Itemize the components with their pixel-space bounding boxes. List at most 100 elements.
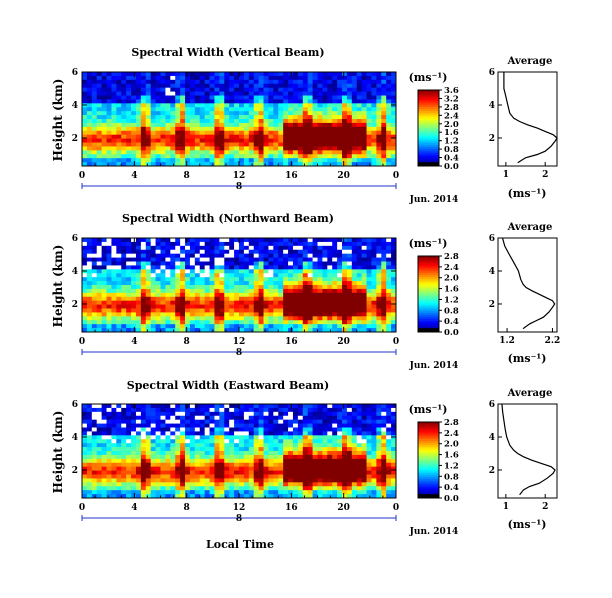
heatmap-cell <box>204 150 210 155</box>
heatmap-cell <box>224 79 230 85</box>
heatmap-cell <box>322 431 328 436</box>
heatmap-cell <box>337 466 343 471</box>
heatmap-cell <box>140 257 147 262</box>
heatmap-cell <box>288 447 294 452</box>
heatmap-cell <box>180 99 186 104</box>
heatmap-cell <box>91 324 98 329</box>
heatmap-cell <box>337 138 343 143</box>
heatmap-cell <box>194 281 201 286</box>
heatmap-cell <box>214 427 220 432</box>
heatmap-cell <box>258 486 264 491</box>
profile-y-tick-label: 4 <box>489 101 495 111</box>
heatmap-cell <box>307 431 313 436</box>
heatmap-cell <box>140 150 147 155</box>
heatmap-cell <box>194 130 201 136</box>
heatmap-cell <box>135 486 142 491</box>
heatmap-cell <box>268 72 274 77</box>
heatmap-cell <box>346 257 353 262</box>
heatmap-cell <box>288 261 294 266</box>
heatmap-cell <box>145 486 152 491</box>
heatmap-cell <box>106 304 112 309</box>
heatmap-cell <box>302 107 309 112</box>
heatmap-cell <box>263 257 269 262</box>
heatmap-cell <box>332 474 338 479</box>
heatmap-cell <box>302 443 309 448</box>
heatmap-cell <box>376 474 382 479</box>
heatmap-cell <box>209 415 215 421</box>
profile-line <box>503 72 558 164</box>
heatmap-cell <box>160 404 166 409</box>
heatmap-cell <box>135 91 142 96</box>
heatmap-cell <box>371 292 377 298</box>
heatmap-cell <box>180 245 186 251</box>
heatmap-cell <box>209 328 215 333</box>
heatmap-cell <box>243 249 250 255</box>
heatmap-cell <box>82 245 88 251</box>
heatmap-cell <box>346 304 353 309</box>
heatmap-cell <box>258 261 264 266</box>
heatmap-cell <box>185 158 191 163</box>
heatmap-cell <box>165 261 171 266</box>
heatmap-cell <box>273 79 279 85</box>
heatmap-cell <box>297 404 304 409</box>
heatmap-cell <box>194 249 201 255</box>
heatmap-cell <box>337 91 343 96</box>
heatmap-cell <box>361 241 367 247</box>
heatmap-cell <box>376 103 382 108</box>
heatmap-cell <box>248 494 255 499</box>
heatmap-cell <box>253 296 260 302</box>
heatmap-cell <box>307 458 313 464</box>
heatmap-cell <box>317 304 323 309</box>
heatmap-cell <box>199 304 206 309</box>
heatmap-cell <box>150 411 156 417</box>
heatmap-cell <box>219 122 225 128</box>
heatmap-cell <box>96 142 103 147</box>
heatmap-cell <box>82 83 88 89</box>
heatmap-cell <box>219 111 225 116</box>
heatmap-cell <box>239 154 245 159</box>
heatmap-cell <box>381 470 387 475</box>
heatmap-cell <box>224 431 230 436</box>
heatmap-cell <box>219 431 225 436</box>
heatmap-cell <box>229 238 235 243</box>
heatmap-cell <box>297 103 304 108</box>
heatmap-cell <box>204 273 210 278</box>
heatmap-cell <box>243 431 250 436</box>
heatmap-cell <box>91 126 98 132</box>
heatmap-cell <box>214 87 220 92</box>
heatmap-cell <box>160 150 166 155</box>
heatmap-cell <box>204 122 210 128</box>
heatmap-cell <box>234 119 240 124</box>
heatmap-cell <box>121 411 127 417</box>
heatmap-cell <box>96 273 103 278</box>
heatmap-cell <box>292 462 299 468</box>
heatmap-cell <box>101 119 107 124</box>
heatmap-cell <box>165 324 171 329</box>
heatmap-cell <box>243 138 250 143</box>
heatmap-cell <box>160 111 166 116</box>
heatmap-cell <box>140 427 147 432</box>
heatmap-cell <box>145 154 152 159</box>
heatmap-cell <box>307 494 313 499</box>
heatmap-cell <box>194 474 201 479</box>
heatmap-cell <box>312 253 318 258</box>
heatmap-cell <box>140 320 147 325</box>
heatmap-cell <box>327 103 333 108</box>
heatmap-cell <box>111 103 117 108</box>
heatmap-cell <box>317 277 323 282</box>
heatmap-cell <box>283 292 289 298</box>
heatmap-cell <box>258 431 264 436</box>
heatmap-cell <box>194 312 201 317</box>
heatmap-cell <box>346 443 353 448</box>
heatmap-cell <box>391 138 397 143</box>
heatmap-cell <box>101 72 107 77</box>
heatmap-cell <box>140 83 147 89</box>
heatmap-cell <box>106 273 112 278</box>
heatmap-cell <box>209 72 215 77</box>
heatmap-cell <box>243 411 250 417</box>
heatmap-cell <box>391 150 397 155</box>
heatmap-cell <box>234 470 240 475</box>
heatmap-cell <box>82 154 88 159</box>
heatmap-cell <box>243 407 250 413</box>
